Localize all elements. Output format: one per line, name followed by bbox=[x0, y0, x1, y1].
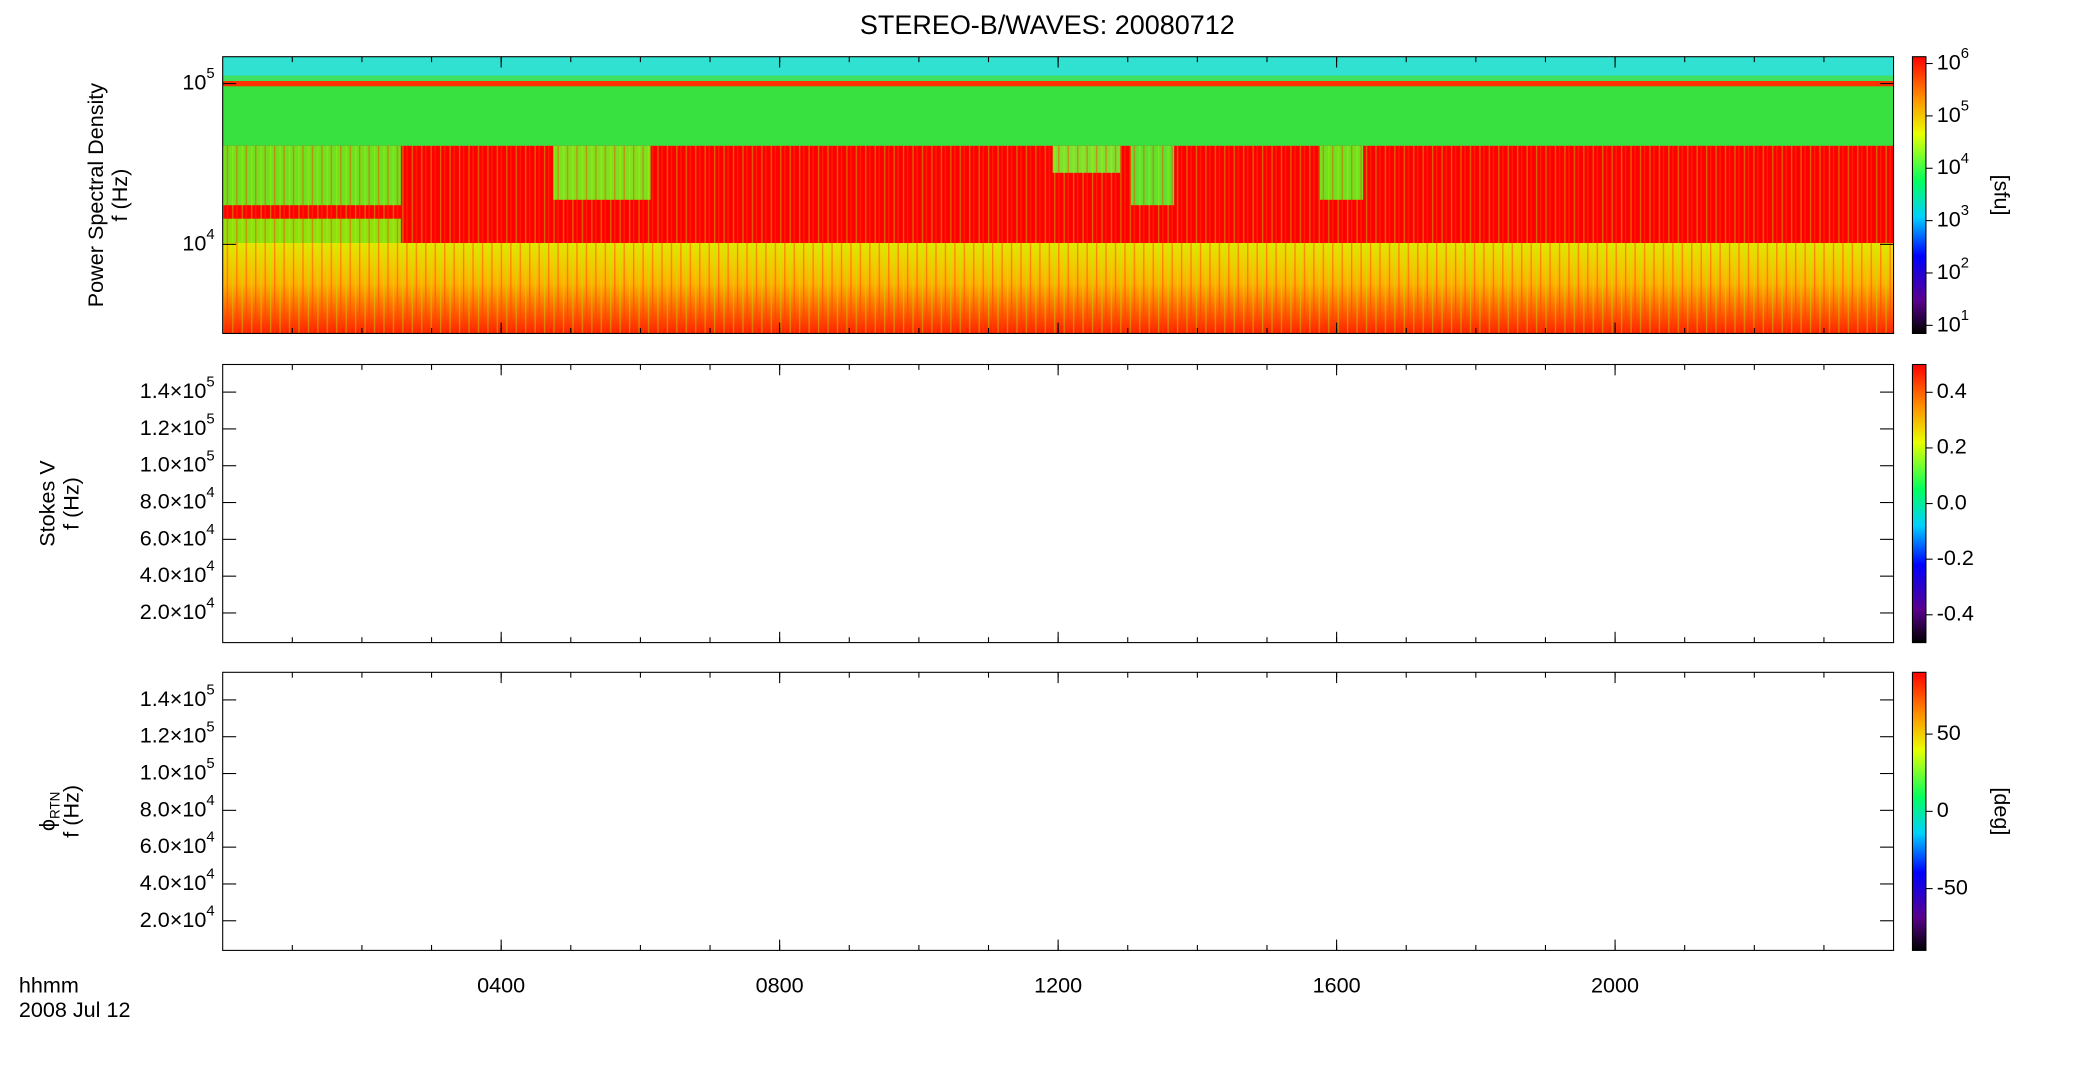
y-tick-label: 4.0×104 bbox=[140, 866, 215, 894]
x-tick-label: 1600 bbox=[1313, 973, 1361, 998]
y-axis-label: f (Hz) bbox=[59, 785, 84, 838]
x-tick-label: 1200 bbox=[1034, 973, 1082, 998]
colorbar-tick-label: 0.2 bbox=[1937, 434, 1967, 459]
colorbar bbox=[1911, 671, 1927, 951]
y-tick-label: 4.0×104 bbox=[140, 559, 215, 587]
y-tick-label: 1.2×105 bbox=[140, 411, 215, 439]
colorbar-tick-label: 105 bbox=[1937, 98, 1969, 126]
colorbar bbox=[1911, 363, 1927, 644]
y-tick-label: 104 bbox=[182, 227, 214, 255]
y-tick-label: 1.0×105 bbox=[140, 756, 215, 784]
colorbar-tick-label: -50 bbox=[1937, 874, 1968, 899]
y-tick-label: 6.0×104 bbox=[140, 522, 215, 550]
y-axis-label: Power Spectral Density bbox=[83, 83, 108, 308]
spectrogram bbox=[222, 56, 1894, 334]
y-axis-label: ϕRTN bbox=[34, 792, 62, 832]
y-tick-label: 1.0×105 bbox=[140, 448, 215, 476]
y-tick-label: 8.0×104 bbox=[140, 485, 215, 513]
colorbar-tick-label: -0.4 bbox=[1937, 600, 1974, 625]
x-axis-label: 2008 Jul 12 bbox=[19, 997, 131, 1022]
x-tick-label: 0400 bbox=[477, 973, 525, 998]
colorbar-tick-label: 102 bbox=[1937, 255, 1969, 283]
colorbar-tick-label: 0.0 bbox=[1937, 489, 1967, 514]
colorbar-tick-label: 104 bbox=[1937, 151, 1969, 179]
colorbar-label: [deg] bbox=[1989, 787, 2014, 835]
colorbar bbox=[1911, 56, 1927, 334]
colorbar-tick-label: 103 bbox=[1937, 203, 1969, 231]
colorbar-tick-label: -0.2 bbox=[1937, 545, 1974, 570]
colorbar-tick-label: 101 bbox=[1937, 308, 1969, 336]
chart-title: STEREO-B/WAVES: 20080712 bbox=[860, 10, 1235, 40]
y-axis-label: f (Hz) bbox=[107, 169, 132, 222]
x-axis-label: hhmm bbox=[19, 973, 79, 998]
colorbar-tick-label: 50 bbox=[1937, 720, 1961, 745]
colorbar-tick-label: 106 bbox=[1937, 46, 1969, 74]
colorbar-label: [sfu] bbox=[1989, 175, 2014, 216]
y-tick-label: 1.4×105 bbox=[140, 682, 215, 710]
y-tick-label: 8.0×104 bbox=[140, 793, 215, 821]
y-tick-label: 1.4×105 bbox=[140, 375, 215, 403]
colorbar-tick-label: 0 bbox=[1937, 797, 1949, 822]
y-tick-label: 105 bbox=[182, 66, 214, 94]
y-tick-label: 2.0×104 bbox=[140, 903, 215, 931]
y-axis-label: Stokes V bbox=[34, 460, 59, 547]
x-tick-label: 0800 bbox=[756, 973, 804, 998]
y-tick-label: 6.0×104 bbox=[140, 830, 215, 858]
y-tick-label: 1.2×105 bbox=[140, 719, 215, 747]
colorbar-tick-label: 0.4 bbox=[1937, 378, 1967, 403]
y-axis-label: f (Hz) bbox=[59, 477, 84, 530]
plot-frame bbox=[222, 363, 1895, 644]
x-tick-label: 2000 bbox=[1591, 973, 1639, 998]
y-tick-label: 2.0×104 bbox=[140, 595, 215, 623]
plot-frame bbox=[222, 671, 1895, 951]
